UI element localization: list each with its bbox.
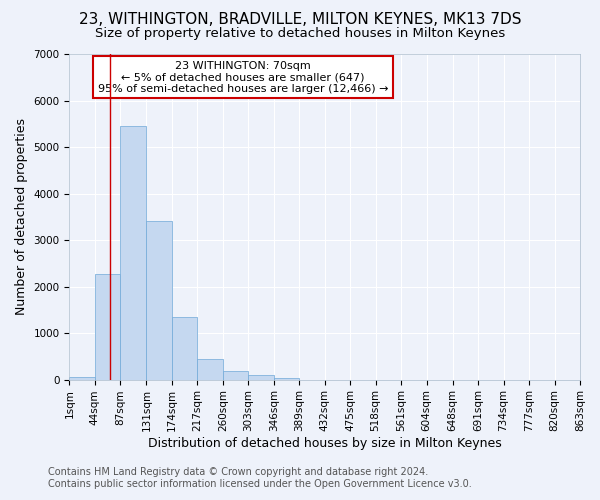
Bar <box>121 126 146 380</box>
Bar <box>95 274 121 380</box>
Bar <box>274 378 299 380</box>
Bar <box>70 378 95 380</box>
Bar <box>223 372 248 380</box>
Bar <box>172 318 197 380</box>
Text: Size of property relative to detached houses in Milton Keynes: Size of property relative to detached ho… <box>95 28 505 40</box>
X-axis label: Distribution of detached houses by size in Milton Keynes: Distribution of detached houses by size … <box>148 437 502 450</box>
Y-axis label: Number of detached properties: Number of detached properties <box>15 118 28 316</box>
Text: Contains HM Land Registry data © Crown copyright and database right 2024.
Contai: Contains HM Land Registry data © Crown c… <box>48 468 472 489</box>
Bar <box>146 220 172 380</box>
Text: 23, WITHINGTON, BRADVILLE, MILTON KEYNES, MK13 7DS: 23, WITHINGTON, BRADVILLE, MILTON KEYNES… <box>79 12 521 28</box>
Bar <box>248 376 274 380</box>
Text: 23 WITHINGTON: 70sqm
← 5% of detached houses are smaller (647)
95% of semi-detac: 23 WITHINGTON: 70sqm ← 5% of detached ho… <box>98 60 388 94</box>
Bar <box>197 360 223 380</box>
